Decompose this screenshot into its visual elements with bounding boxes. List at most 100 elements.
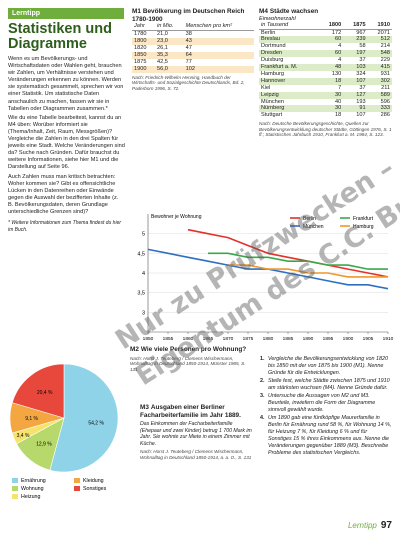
- table-cell: 37: [359, 57, 366, 64]
- material-heading: M3 Ausgaben einer Berliner Facharbeiterfa…: [140, 404, 255, 419]
- table-cell: 967: [356, 29, 366, 36]
- table-row: 1820 26,1 47: [132, 45, 254, 52]
- pie-chart: 54,2 % 12,9 % 3,4 % 9,1 % 20,4 % Ernährung Woh…: [9, 363, 119, 500]
- table-cell: 197: [343, 50, 368, 58]
- table-cell: 589: [367, 91, 392, 99]
- table-row: Dresden 60 197 548: [259, 50, 392, 58]
- body-text: Wenn es um Bevölkerungs- und Wirtschafts…: [8, 56, 125, 236]
- x-tick-label: 1885: [283, 336, 294, 342]
- table-cell: 102: [183, 65, 254, 73]
- table-cell: Nürnberg: [259, 105, 319, 113]
- table-cell: 127: [343, 91, 368, 99]
- table-cell: 324: [356, 70, 366, 77]
- table-cell: 211: [381, 84, 390, 91]
- slice-label: 9,1 %: [25, 416, 38, 422]
- table-row: 1780 21,0 38: [132, 31, 254, 38]
- x-tick-label: 1905: [363, 336, 374, 342]
- material-heading: M1 Bevölkerung im Deutschen Reich 1780-19…: [132, 8, 254, 23]
- table-cell: 60: [318, 36, 344, 44]
- table-cell: 26,1: [157, 44, 168, 51]
- table-cell: 56,0: [155, 65, 184, 73]
- table-row: Breslau 60 239 512: [259, 36, 392, 44]
- source: Nach: Friedrich-Wilhelm Henning, Handbuc…: [132, 74, 245, 91]
- y-tick-label: 5: [142, 232, 145, 238]
- table-cell: Hannover: [259, 77, 319, 85]
- table-cell: 1875: [134, 58, 147, 65]
- table-row: München 40 193 596: [259, 99, 392, 106]
- table-cell: 7: [338, 84, 342, 91]
- table-cell: Kiel: [261, 84, 271, 91]
- table-cell: Leipzig: [259, 91, 319, 99]
- table-cell: 1780: [134, 31, 147, 38]
- table-cell: 60: [318, 50, 344, 58]
- table-cell: 18: [334, 112, 342, 119]
- table-cell: 35,3: [155, 51, 184, 59]
- table-cell: 64: [183, 51, 254, 59]
- legend-swatch: [12, 486, 18, 491]
- material-title: Wie viele Personen pro Wohnung?: [140, 346, 247, 353]
- table-row: 1800 23,0 43: [132, 38, 254, 45]
- x-tick-label: 1860: [183, 336, 194, 342]
- table-cell: Dortmund: [261, 43, 286, 50]
- column-header: 1910: [367, 21, 392, 30]
- x-tick-label: 1865: [203, 336, 214, 342]
- slice-label: 12,9 %: [36, 441, 52, 447]
- table-cell: 40: [334, 98, 342, 105]
- task-text: Um 1890 gab eine fünfköpfige Maurerfamil…: [268, 415, 392, 456]
- data-line: [187, 228, 389, 278]
- task: 2. Stelle fest, welche Städte zwischen 18…: [260, 378, 392, 392]
- table-row: Berlin 172 967 2071: [259, 29, 392, 36]
- table-cell: 58: [359, 43, 366, 50]
- slice-label: 54,2 %: [88, 420, 104, 426]
- footnote: * Weitere Informationen zum Thema findes…: [8, 220, 122, 234]
- table-cell: 193: [356, 98, 366, 105]
- legend-label: Kleidung: [83, 478, 104, 484]
- table-cell: Berlin: [261, 29, 276, 36]
- pie-slice: [11, 363, 65, 419]
- table-cell: 91: [343, 105, 368, 113]
- source: Nach: Horst J. Teuteberg / Clemens Wisch…: [140, 449, 252, 460]
- material-label: M3: [140, 404, 149, 411]
- table-row: Leipzig 30 127 589: [259, 91, 392, 99]
- table-row: Nürnberg 30 91 333: [259, 105, 392, 113]
- table-row: 1850 35,3 64: [132, 51, 254, 59]
- task-number: 2.: [260, 378, 265, 384]
- table-cell: München: [261, 98, 285, 105]
- legend-label: Ernährung: [21, 478, 46, 484]
- y-tick-label: 3,5: [137, 291, 145, 297]
- table-cell: Hamburg: [261, 70, 285, 77]
- table-row: Dortmund 4 58 214: [259, 43, 392, 50]
- m2-caption: M2 Wie viele Personen pro Wohnung? Nach: H…: [130, 346, 254, 372]
- paragraph: Wie du eine Tabelle bearbeitest, kannst …: [8, 114, 125, 171]
- x-tick-label: 1880: [263, 336, 274, 342]
- table-cell: 2071: [377, 29, 390, 36]
- table-cell: 1820: [134, 44, 147, 51]
- paragraph: Auch Zahlen muss man kritisch betrachten…: [8, 173, 119, 215]
- legend-swatch: [74, 486, 80, 491]
- m3-caption: M3 Ausgaben einer Berliner Facharbeiterfa…: [140, 404, 255, 460]
- table-cell: 931: [380, 70, 390, 77]
- material-label: M4: [259, 8, 268, 15]
- subtitle: Einwohnerzahl: [259, 15, 296, 22]
- material-title: Städte wachsen: [269, 8, 319, 15]
- legend-label: Berlin: [303, 216, 316, 222]
- table-row: Kiel 7 37 211: [259, 85, 392, 92]
- table-cell: 18: [318, 77, 344, 85]
- legend-label: Wohnung: [21, 486, 44, 492]
- page-title: Statistiken und Diagramme: [8, 21, 112, 52]
- table-cell: 4: [338, 43, 342, 50]
- section-label: Lerntipp: [8, 8, 124, 19]
- table-cell: 1850: [132, 51, 155, 59]
- table-row: 1900 56,0 102: [132, 65, 254, 73]
- footer-label: Lerntipp: [347, 521, 377, 530]
- y-tick-label: 4: [142, 271, 145, 277]
- x-tick-label: 1890: [303, 336, 314, 342]
- table-cell: 4: [338, 57, 342, 64]
- table: in Tausend 1800 1875 1910 Berlin 172 967 2071 Br…: [259, 21, 392, 120]
- table-cell: 43: [183, 38, 254, 45]
- header-row: Jahr in Mio. Menschen pro km²: [132, 23, 254, 32]
- table-cell: 239: [343, 36, 368, 44]
- column-header: 1875: [343, 21, 368, 30]
- slice-label: 3,4 %: [17, 433, 30, 439]
- m1: M1 Bevölkerung im Deutschen Reich 1780-19…: [132, 8, 254, 91]
